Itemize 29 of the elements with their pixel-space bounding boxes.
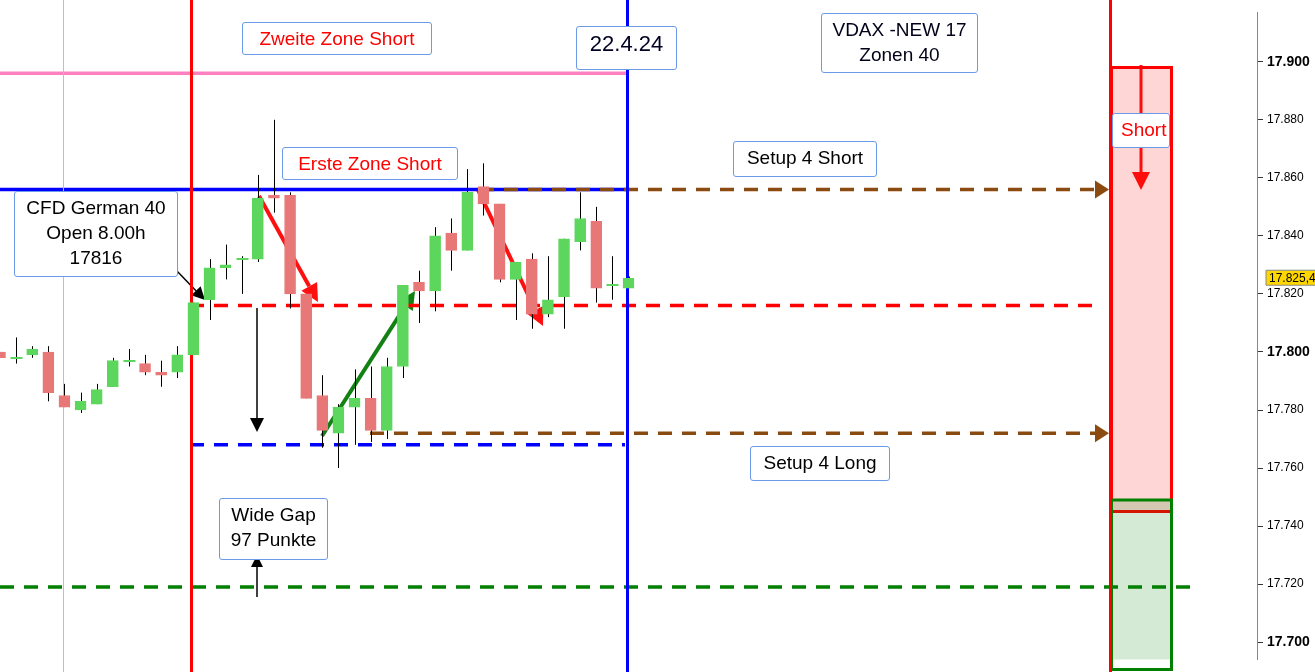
- y-tick-label: 17.860: [1267, 170, 1305, 185]
- y-tick-label: 17.800: [1267, 342, 1311, 359]
- y-tick-label: 17.760: [1267, 460, 1305, 475]
- y-tick-label: 17.820: [1267, 286, 1305, 301]
- candlestick: [605, 255, 620, 301]
- candlestick: [139, 354, 151, 376]
- candlestick: [413, 270, 425, 324]
- y-tick-label: 17.740: [1267, 518, 1305, 533]
- band-label: Short: [1112, 113, 1170, 148]
- candlestick: [155, 360, 167, 388]
- ref-line-label: CFD German 40 Open 8.00h 17816: [14, 191, 178, 277]
- y-tick-label: 17.880: [1267, 112, 1305, 127]
- ref-line-label: Setup 4 Long: [750, 446, 890, 481]
- annotation: VDAX -NEW 17 Zonen 40: [821, 13, 978, 73]
- candlestick: [542, 255, 554, 318]
- annotation: 22.4.24: [576, 26, 677, 70]
- y-tick-label: 17.700: [1267, 633, 1311, 650]
- ref-line-label: Setup 4 Short: [733, 141, 877, 177]
- candlestick: [574, 191, 586, 251]
- ref-line-label: Wide Gap 97 Punkte: [219, 498, 328, 560]
- text: 17.825,4: [1269, 270, 1315, 285]
- ref-line-label: Zweite Zone Short: [242, 22, 432, 55]
- y-tick-label: 17.900: [1267, 52, 1311, 69]
- y-tick-label: 17.780: [1267, 402, 1305, 417]
- ref-line-label: Erste Zone Short: [282, 147, 458, 180]
- candlestick: [477, 162, 490, 217]
- candlestick: [235, 255, 250, 295]
- y-tick-label: 17.720: [1267, 576, 1305, 591]
- y-tick-label: 17.840: [1267, 228, 1305, 243]
